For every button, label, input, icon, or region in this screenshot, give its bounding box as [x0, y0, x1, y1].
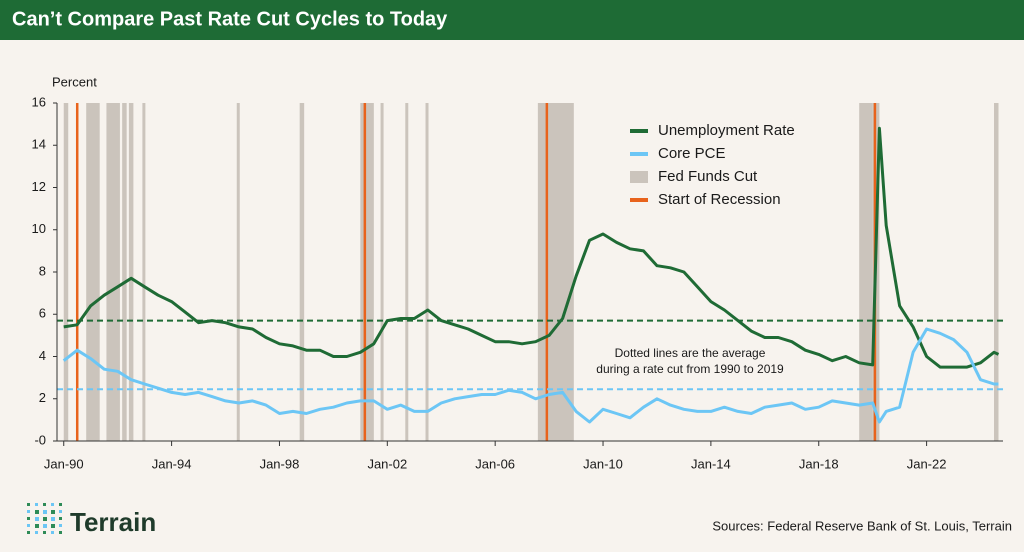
legend-swatch: [630, 171, 648, 183]
chart-title: Can’t Compare Past Rate Cut Cycles to To…: [12, 8, 448, 30]
cut-period: [63, 103, 69, 441]
y-tick-label: 10: [32, 221, 46, 236]
cut-period: [859, 103, 873, 441]
logo-dot: [35, 510, 39, 514]
logo-dot: [27, 524, 30, 527]
logo-dot: [51, 524, 55, 528]
x-tick-label: Jan-14: [691, 456, 731, 471]
logo-dot: [43, 503, 46, 506]
y-tick-label: 16: [32, 94, 46, 109]
cut-period: [122, 103, 127, 441]
cut-period: [128, 103, 134, 441]
y-tick-label: 4: [39, 348, 46, 363]
series-line: [63, 126, 1000, 369]
y-tick-label: 8: [39, 263, 46, 278]
logo-dot: [51, 503, 54, 506]
logo-dot: [27, 517, 30, 520]
x-tick-label: Jan-06: [475, 456, 515, 471]
logo-dot: [59, 531, 62, 534]
logo-dot: [35, 503, 38, 506]
logo-dot: [51, 531, 54, 534]
y-axis-label: Percent: [52, 74, 97, 89]
series-line: [62, 327, 999, 424]
logo-dot: [51, 517, 55, 521]
cut-period: [236, 103, 240, 441]
x-tick-label: Jan-18: [799, 456, 839, 471]
cut-period: [537, 103, 574, 441]
y-tick-label: 6: [39, 306, 46, 321]
x-tick-label: Jan-90: [44, 456, 84, 471]
legend-label: Core PCE: [658, 145, 726, 162]
logo-dot: [43, 510, 47, 514]
cut-period: [380, 103, 384, 441]
x-tick-label: Jan-22: [907, 456, 947, 471]
logo-dot: [59, 503, 62, 506]
logo-dot: [43, 531, 46, 534]
cut-period: [142, 103, 146, 441]
logo-dot: [27, 531, 30, 534]
logo-dot: [27, 510, 30, 513]
y-tick-label: 12: [32, 179, 46, 194]
cut-period: [299, 103, 305, 441]
x-tick-label: Jan-98: [260, 456, 300, 471]
annotation: Dotted lines are the average: [615, 346, 766, 360]
cut-period: [425, 103, 429, 441]
cut-period: [405, 103, 409, 441]
logo-text: Terrain: [70, 507, 156, 537]
logo-dot: [43, 517, 47, 521]
x-tick-label: Jan-10: [583, 456, 623, 471]
cut-period: [86, 103, 100, 441]
y-tick-label: 14: [32, 137, 46, 152]
logo-dot: [43, 524, 47, 528]
legend-label: Unemployment Rate: [658, 122, 795, 139]
y-tick-label: 2: [39, 390, 46, 405]
x-tick-label: Jan-02: [367, 456, 407, 471]
logo-dot: [35, 524, 39, 528]
logo-dot: [51, 510, 55, 514]
header-bar: [0, 0, 1024, 40]
cut-period: [994, 103, 999, 441]
legend-label: Start of Recession: [658, 191, 781, 208]
cut-period: [106, 103, 120, 441]
logo-dot: [59, 510, 62, 513]
source: Sources: Federal Reserve Bank of St. Lou…: [712, 518, 1012, 533]
logo-dot: [35, 531, 38, 534]
x-tick-label: Jan-94: [152, 456, 192, 471]
logo-dot: [27, 503, 30, 506]
logo-dot: [35, 517, 39, 521]
logo-dot: [59, 517, 62, 520]
logo-mark: [27, 503, 62, 534]
legend-label: Fed Funds Cut: [658, 168, 758, 185]
cut-period: [360, 103, 374, 441]
logo-dot: [59, 524, 62, 527]
annotation: during a rate cut from 1990 to 2019: [596, 362, 784, 376]
y-tick-label: -0: [34, 432, 46, 447]
